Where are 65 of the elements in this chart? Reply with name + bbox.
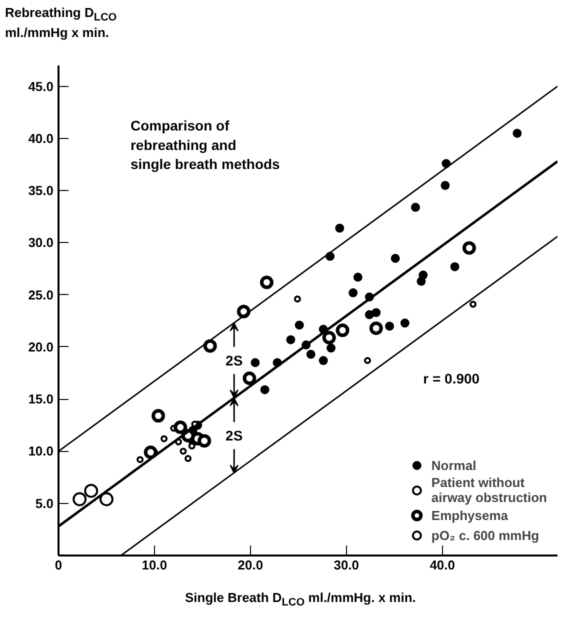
x-tick-label: 0: [54, 558, 62, 572]
legend-label: pO₂ c. 600 mmHg: [431, 528, 540, 542]
y-tick-label: 5.0: [35, 496, 54, 511]
point: [72, 492, 87, 506]
point: [294, 296, 301, 303]
y-tick-label: 30.0: [28, 235, 54, 250]
point: [410, 202, 420, 212]
point: [160, 435, 168, 442]
y-tick-label: 40.0: [28, 130, 54, 146]
y-tick-label: 35.0: [28, 183, 54, 198]
point: [250, 358, 260, 368]
point: [348, 288, 358, 298]
point: [203, 339, 217, 353]
point: [184, 455, 192, 462]
annotation: 2S: [226, 428, 243, 444]
x-tick-label: 30.0: [334, 558, 360, 572]
point: [260, 276, 274, 290]
y-tick-label: 10.0: [28, 444, 54, 459]
x-axis-title: Single Breath D$_{LCO}$ ml./mmHg. x min.: [185, 590, 416, 610]
point: [152, 409, 166, 423]
point: [470, 300, 477, 308]
x-tick-label: 20.0: [238, 558, 264, 572]
point: [450, 262, 460, 272]
point: [326, 344, 336, 353]
y-tick-label: 45.0: [28, 78, 54, 94]
annotation: 2S: [226, 352, 243, 368]
y-axis-title: Rebreathing D$_{LCO}$ ml./mmHg x min.: [5, 5, 117, 42]
point: [364, 357, 371, 364]
legend-label: Patient without airway obstruction: [431, 475, 547, 505]
y-tick-label: 20.0: [28, 339, 54, 354]
point: [198, 434, 212, 448]
y-tick-label: 25.0: [28, 287, 54, 302]
point: [369, 321, 383, 335]
point: [353, 272, 362, 282]
point: [180, 448, 187, 455]
y-tick-label: 15.0: [28, 392, 54, 407]
point: [306, 350, 316, 359]
point: [385, 322, 394, 331]
point: [322, 330, 336, 344]
point: [318, 356, 328, 366]
point: [462, 241, 476, 255]
point: [390, 254, 400, 263]
text: Comparison of rebreathing and single breath methods: [130, 118, 280, 172]
annotation: r = 0.900: [423, 370, 480, 386]
point: [242, 372, 256, 386]
x-tick-label: 40.0: [430, 558, 456, 572]
point: [400, 318, 410, 328]
point: [512, 128, 522, 138]
point: [144, 446, 158, 460]
point: [260, 385, 270, 394]
point: [294, 320, 304, 330]
point: [136, 456, 144, 464]
legend-label: Emphysema: [431, 508, 508, 522]
point: [84, 484, 98, 498]
point: [416, 276, 426, 286]
x-tick-label: 10.0: [142, 558, 168, 572]
point: [286, 335, 296, 344]
legend-label: Normal: [431, 458, 476, 472]
point: [99, 492, 114, 506]
point: [440, 180, 450, 190]
point: [336, 324, 350, 338]
point: [188, 442, 196, 450]
point: [174, 420, 188, 434]
point: [335, 224, 344, 233]
point: [372, 308, 381, 318]
